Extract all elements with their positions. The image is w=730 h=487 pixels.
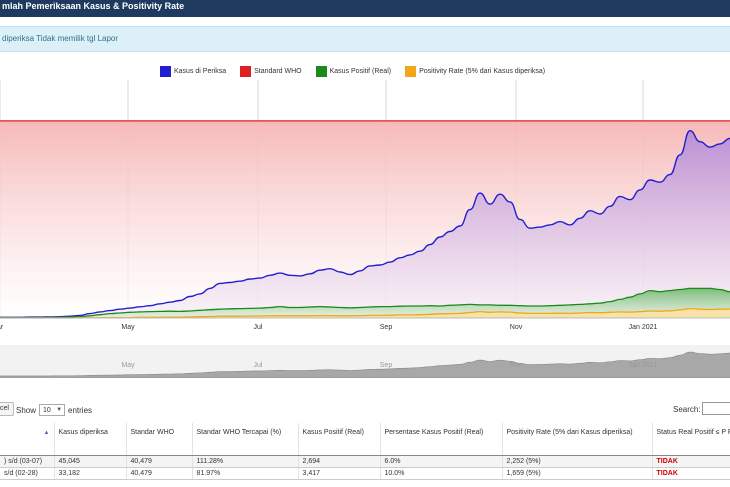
legend-swatch	[160, 66, 171, 77]
legend-item-kasus[interactable]: Kasus di Periksa	[160, 66, 226, 77]
page-title: mlah Pemeriksaan Kasus & Positivity Rate	[2, 1, 185, 11]
column-header[interactable]: Standar WHO Tercapai (%)	[192, 423, 299, 456]
info-notice-text: diperiksa Tidak memilik tgl Lapor	[2, 34, 119, 43]
table-row[interactable]: ) s/d (03-07) 45,045 40,479 111.28% 2,69…	[0, 455, 730, 468]
search-label: Search:	[673, 405, 701, 414]
status-cell: TIDAK	[652, 455, 730, 468]
entries-value: 10	[43, 407, 51, 414]
legend-label: Positivity Rate (5% dari Kasus diperiksa…	[419, 68, 546, 75]
column-header[interactable]: Persentase Kasus Positif (Real)	[380, 423, 503, 456]
table-cell: 2,252 (5%)	[502, 455, 653, 468]
chevron-down-icon: ▼	[56, 407, 63, 413]
sort-icon: ▲	[43, 430, 50, 436]
table-cell: 2,694	[298, 455, 381, 468]
column-header[interactable]: Status Real Positif ≤ P Rate	[652, 423, 730, 456]
x-tick-label: Sep	[380, 324, 393, 331]
table-cell: 10.0%	[380, 467, 503, 480]
table-cell: 3,417	[298, 467, 381, 480]
positivity-area	[0, 308, 730, 318]
navigator-area	[0, 351, 730, 378]
x-tick-label: Jan 2021	[629, 324, 658, 331]
column-header[interactable]: ▲	[0, 423, 55, 456]
status-cell: TIDAK	[652, 467, 730, 480]
info-notice: diperiksa Tidak memilik tgl Lapor	[0, 26, 730, 52]
legend-label: Kasus di Periksa	[174, 68, 227, 75]
legend-item-positivity[interactable]: Positivity Rate (5% dari Kasus diperiksa…	[405, 66, 545, 77]
x-tick-label: Jul	[254, 324, 263, 331]
table-cell: 1,659 (5%)	[502, 467, 653, 480]
column-header[interactable]: Standar WHO	[126, 423, 193, 456]
table-cell: 111.28%	[192, 455, 299, 468]
data-table: ▲ Kasus diperiksa Standar WHO Standar WH…	[0, 423, 730, 480]
navigator-tick-label: Nov	[510, 362, 523, 369]
navigator-tick-label: Sep	[380, 362, 393, 369]
legend-swatch	[405, 66, 417, 77]
navigator-tick-label: May	[121, 362, 135, 369]
entries-label: entries	[68, 405, 93, 415]
kasus-area	[0, 130, 730, 318]
navigator-ticks: May Jul Sep Nov Jan 2021	[121, 362, 657, 369]
positif-line	[0, 287, 730, 319]
x-tick-label: ar	[0, 324, 4, 331]
table-cell: 33,182	[54, 467, 127, 480]
legend-label: Standard WHO	[254, 68, 302, 75]
navigator-tick-label: Jan 2021	[629, 362, 658, 369]
legend-item-who[interactable]: Standard WHO	[240, 66, 302, 77]
table-cell: ) s/d (03-07)	[0, 455, 55, 468]
table-cell: 45,045	[54, 455, 127, 468]
page-length-control: Show 10 ▼ entries	[16, 404, 92, 416]
legend-label: Kasus Positif (Real)	[329, 68, 392, 75]
positif-area	[0, 288, 730, 318]
export-excel-button[interactable]: cel	[0, 402, 14, 416]
column-header[interactable]: Positivity Rate (5% dari Kasus diperiksa…	[502, 423, 653, 456]
table-cell: 40,479	[126, 455, 193, 468]
table-header-row: ▲ Kasus diperiksa Standar WHO Standar WH…	[0, 423, 730, 456]
legend-swatch	[240, 66, 252, 77]
kasus-line	[0, 129, 730, 318]
navigator-series	[0, 351, 730, 378]
column-header[interactable]: Kasus diperiksa	[54, 423, 127, 456]
x-tick-label: May	[121, 324, 135, 331]
chart-legend: Kasus di Periksa Standard WHO Kasus Posi…	[160, 66, 545, 77]
entries-select[interactable]: 10 ▼	[39, 404, 66, 416]
line-chart: ar May Jul Sep Nov Jan 2021	[0, 80, 730, 331]
legend-swatch	[315, 66, 327, 77]
search-input[interactable]	[702, 402, 730, 415]
column-header[interactable]: Kasus Positif (Real)	[298, 423, 381, 456]
x-tick-label: Nov	[510, 324, 523, 331]
title-bar: mlah Pemeriksaan Kasus & Positivity Rate	[0, 0, 730, 17]
show-label: Show	[16, 405, 37, 415]
table-cell: 6.0%	[380, 455, 503, 468]
range-navigator[interactable]: May Jul Sep Nov Jan 2021	[0, 345, 730, 378]
table-row[interactable]: s/d (02-28) 33,182 40,479 81.97% 3,417 1…	[0, 467, 730, 480]
table-controls: cel Show 10 ▼ entries Search:	[0, 400, 730, 420]
table-cell: s/d (02-28)	[0, 467, 55, 480]
table-cell: 40,479	[126, 467, 193, 480]
legend-item-positif[interactable]: Kasus Positif (Real)	[315, 66, 392, 77]
navigator-tick-label: Jul	[254, 362, 263, 369]
table-cell: 81.97%	[192, 467, 299, 480]
x-axis-ticks: ar May Jul Sep Nov Jan 2021	[0, 317, 730, 331]
area-fills	[0, 120, 730, 318]
